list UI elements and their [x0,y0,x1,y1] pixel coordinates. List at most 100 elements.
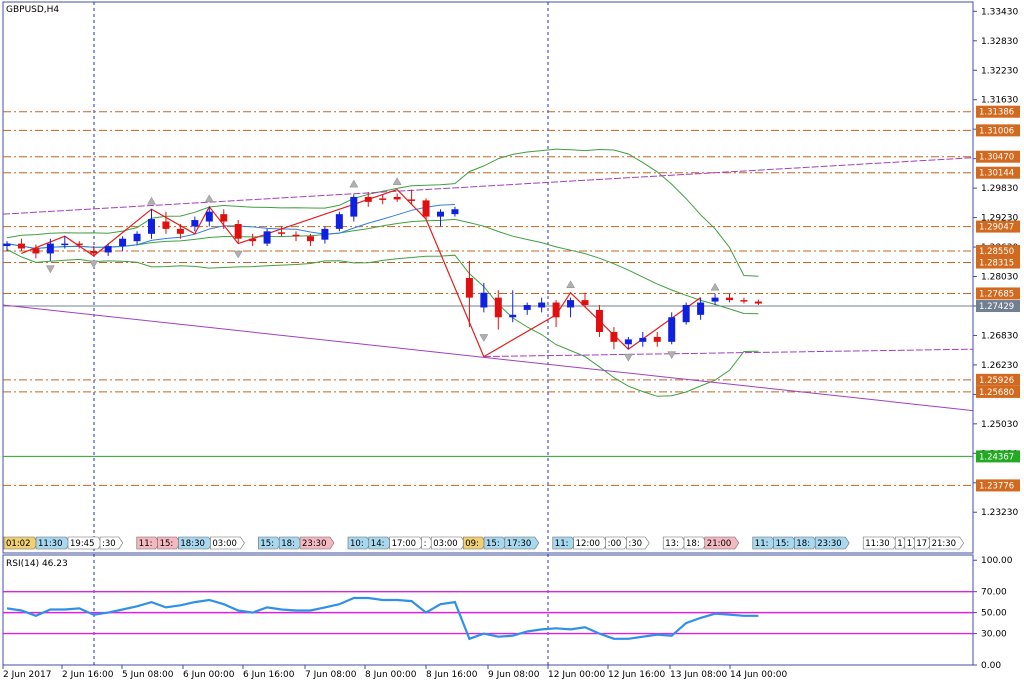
candle-body [451,209,459,215]
candle [393,193,401,202]
moving-average [6,204,455,250]
x-tick-label: 12 Jun 00:00 [548,670,605,680]
candle [494,290,502,330]
x-tick-label: 13 Jun 08:00 [670,670,727,680]
time-tag-label: : [424,539,427,549]
time-tag-label: 1 [897,539,902,549]
candle [379,194,387,205]
candle-body [552,302,560,318]
candle-body [119,238,127,247]
candle-body [220,214,228,222]
candle-body [176,228,184,234]
level-tag-label: 1.24367 [979,452,1014,462]
candle-body [263,231,271,244]
candle-body [697,302,705,315]
time-tag-label: 13: [665,539,679,549]
candle [408,189,416,205]
candle [740,297,748,304]
candle [32,244,40,259]
candle [437,209,444,227]
rsi-label: RSI(14) 46.23 [6,559,68,569]
candle [191,216,199,232]
candle-body [364,196,372,202]
candle-body [711,297,719,302]
candle [364,192,372,207]
candle-body [234,223,242,239]
price-tick-label: 1.33430 [981,7,1018,17]
candle [754,299,762,306]
time-tag-bg [814,536,850,550]
x-tick-label: 8 Jun 16:00 [426,670,478,680]
level-tag-bg [976,373,1020,386]
time-tag-label: 03:00 [212,539,237,549]
rsi-tick-label: 0.00 [981,661,1001,671]
candle [90,246,98,256]
candle-body [668,317,676,342]
fractal-up-marker [349,179,359,188]
candle-body [480,292,488,308]
candle-body [437,211,444,217]
rsi-tick-label: 30.00 [981,630,1007,640]
time-tag-label: 23:30 [817,539,842,549]
rsi-tick-label: 70.00 [981,588,1007,598]
candle [162,211,170,234]
current-price-tag-label: 1.27429 [979,302,1014,312]
time-tag-label: 18: [686,539,700,549]
price-tick-label: 1.31630 [981,96,1018,106]
x-tick-label: 8 Jun 00:00 [365,670,417,680]
level-tag-bg [976,150,1020,163]
time-tag-bg [504,536,540,550]
zigzag-line [21,188,701,358]
candle [249,233,257,247]
current-price-tag-bg [976,300,1020,313]
candle-body [104,246,112,253]
time-tag-bg [299,536,335,550]
level-tag-label: 1.30144 [979,169,1014,179]
candle-body [610,332,618,342]
candle [61,236,69,249]
x-tick-label: 12 Jun 16:00 [608,670,665,680]
price-tick-label: 1.29830 [981,184,1018,194]
candle [538,297,546,313]
fractal-down-marker [667,351,677,360]
candle [104,243,112,256]
time-tag-label: 10: [350,539,364,549]
time-tag-label: 15: [160,539,174,549]
price-tick-label: 1.26230 [981,361,1018,371]
fractal-up-marker [566,280,575,289]
time-tag-label: :00 [608,539,622,549]
level-tag-bg [976,244,1020,257]
candle-body [17,243,25,249]
candle [509,290,517,323]
time-tag-label: 03:00 [433,539,458,549]
candle-body [494,297,502,318]
level-tag-bg [976,166,1020,179]
time-tag-bg [704,536,740,550]
candle [263,228,271,247]
candle [697,297,705,320]
price-tick-label: 1.23230 [981,508,1018,518]
bollinger-middle [6,218,759,315]
candle-body [249,238,257,242]
time-tag-label: 11:30 [865,539,890,549]
level-tag-label: 1.28550 [979,247,1014,257]
candle [682,302,690,325]
time-tag-bg [626,536,650,550]
candle-body [465,277,473,298]
level-tag-bg [976,220,1020,233]
time-tag-label: 15: [260,539,274,549]
candle [119,236,127,251]
x-tick-label: 7 Jun 08:00 [305,670,357,680]
candle [278,226,286,237]
time-tag-label: 18:30 [180,539,205,549]
candle-body [624,339,632,345]
rsi-tick-label: 50.00 [981,609,1007,619]
price-tick-label: 1.25030 [981,420,1018,430]
candle [292,231,300,242]
symbol-label: GBPUSD,H4 [6,5,59,15]
x-tick-label: 9 Jun 08:00 [488,670,540,680]
candle [234,220,242,244]
level-tag-bg [976,105,1020,118]
candle-body [292,234,300,237]
candle [321,226,329,244]
